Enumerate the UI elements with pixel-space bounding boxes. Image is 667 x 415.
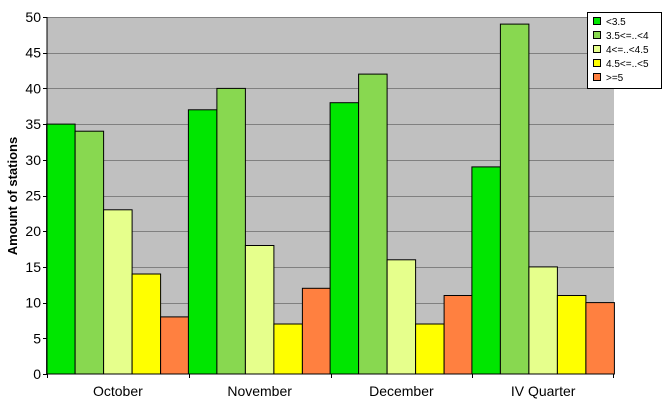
y-tick-label: 50 xyxy=(25,9,41,25)
bar xyxy=(46,123,76,375)
bar xyxy=(528,266,558,375)
bar xyxy=(499,23,530,375)
bar xyxy=(556,295,587,375)
y-tick-label: 30 xyxy=(25,152,41,168)
bar xyxy=(585,302,615,375)
y-axis-label: Amount of stations xyxy=(5,137,20,255)
bar xyxy=(216,87,246,375)
legend-label: 4<=..<4.5 xyxy=(606,45,649,56)
legend-swatch xyxy=(593,45,601,53)
x-tick-label: November xyxy=(227,383,292,399)
y-tick-label: 20 xyxy=(25,223,41,239)
bar xyxy=(74,130,105,375)
bar xyxy=(386,259,417,375)
legend-swatch xyxy=(593,31,601,39)
legend: <3.5 3.5<=..<4 4<=..<4.5 4.5<=..<5 >=5 xyxy=(587,12,662,89)
x-tick-label: October xyxy=(93,383,143,399)
y-tick-label: 5 xyxy=(33,330,41,346)
bars xyxy=(46,23,615,375)
y-tick-label: 0 xyxy=(33,366,41,382)
bar xyxy=(301,287,332,375)
legend-label: <3.5 xyxy=(606,17,626,28)
legend-swatch xyxy=(593,59,601,67)
bar xyxy=(103,209,133,375)
y-axis-ticks: 0 5 10 15 20 25 30 35 40 45 50 xyxy=(25,9,47,382)
bar xyxy=(415,323,445,375)
x-tick-label: IV Quarter xyxy=(511,383,576,399)
bar xyxy=(443,295,474,375)
legend-label: >=5 xyxy=(606,73,624,84)
bar xyxy=(329,102,360,375)
x-tick-label: December xyxy=(369,383,434,399)
legend-swatch xyxy=(593,17,601,25)
bar xyxy=(471,166,501,375)
y-tick-label: 35 xyxy=(25,116,41,132)
legend-label: 4.5<=..<5 xyxy=(606,59,649,70)
bar xyxy=(273,323,303,375)
bar xyxy=(187,109,218,375)
y-tick-label: 45 xyxy=(25,45,41,61)
bar xyxy=(244,245,275,375)
y-tick-label: 25 xyxy=(25,188,41,204)
bar xyxy=(160,316,190,375)
y-tick-label: 15 xyxy=(25,259,41,275)
legend-label: 3.5<=..<4 xyxy=(606,31,649,42)
y-tick-label: 40 xyxy=(25,80,41,96)
bar xyxy=(131,273,162,375)
y-tick-label: 10 xyxy=(25,295,41,311)
bar xyxy=(358,73,388,375)
x-axis-labels: October November December IV Quarter xyxy=(47,374,614,399)
legend-swatch xyxy=(593,73,601,81)
